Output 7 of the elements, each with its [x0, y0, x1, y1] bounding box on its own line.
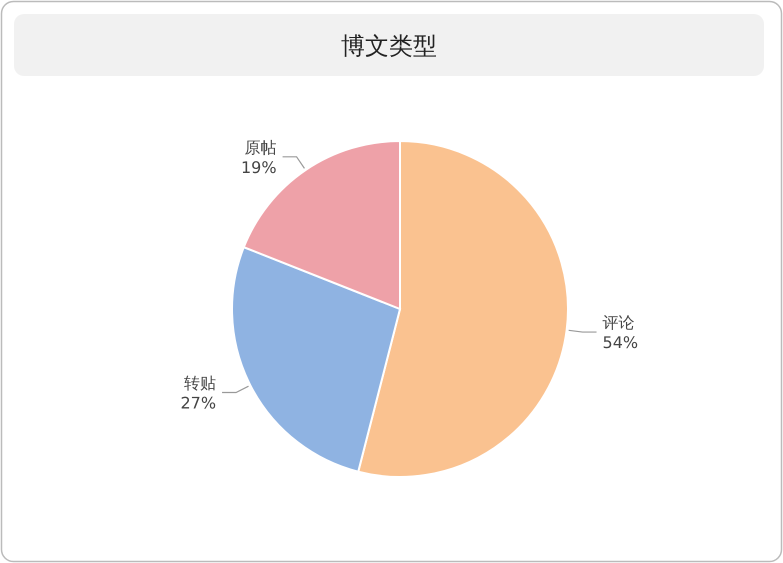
data-label: 54% [602, 333, 638, 352]
slice-label: 评论 [602, 313, 635, 332]
slice-label: 转贴 [184, 374, 216, 393]
data-label: 27% [180, 394, 216, 413]
chart-title: 博文类型 [341, 32, 437, 60]
data-label: 19% [241, 158, 277, 177]
slice-label: 原帖 [244, 138, 277, 157]
